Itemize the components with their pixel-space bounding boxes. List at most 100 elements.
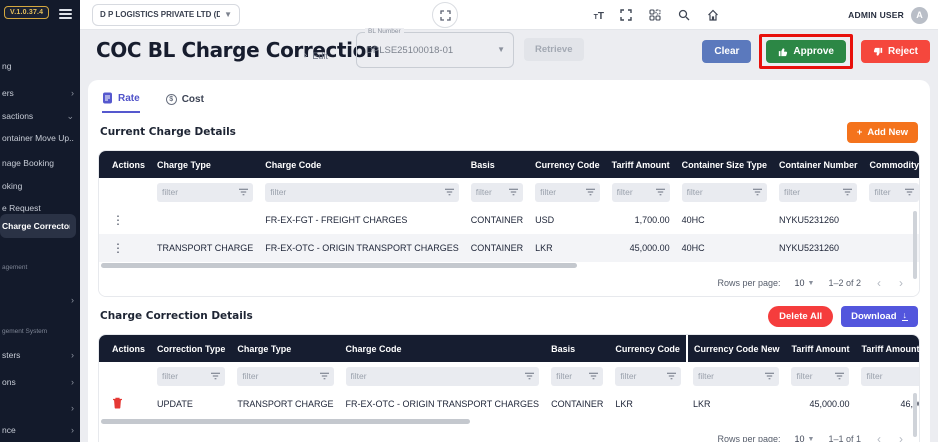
horizontal-scrollbar[interactable] xyxy=(99,262,919,270)
filter-charge-code[interactable] xyxy=(345,366,540,386)
filter-charge-type[interactable] xyxy=(237,366,334,386)
user-area[interactable]: ADMIN USER A xyxy=(848,0,928,30)
filter-input[interactable] xyxy=(350,371,483,381)
download-button[interactable]: Download ↓ xyxy=(841,305,918,327)
retrieve-button[interactable]: Retrieve xyxy=(524,38,584,61)
version-badge: V.1.0.37.4 xyxy=(4,6,50,19)
sidebar-item-container-move-up[interactable]: ontainer Move Up... xyxy=(2,133,74,143)
sidebar-item-masters[interactable]: sters › xyxy=(2,350,74,360)
filter-commodity[interactable] xyxy=(869,182,919,202)
next-page-icon[interactable]: › xyxy=(899,432,903,442)
filter-charge-code[interactable] xyxy=(265,182,459,202)
scrollbar-thumb[interactable] xyxy=(101,419,470,424)
sidebar: V.1.0.37.4 ng ers › sactions ⌄ ontainer Mo… xyxy=(0,0,80,442)
expand-icon[interactable] xyxy=(619,8,633,22)
row-menu-icon[interactable]: ⋮ xyxy=(112,213,124,227)
filter-container-number[interactable] xyxy=(778,182,858,202)
prev-page-icon[interactable]: ‹ xyxy=(877,276,881,290)
filter-input[interactable] xyxy=(475,187,507,197)
filter-input[interactable] xyxy=(620,371,661,381)
fullscreen-icon xyxy=(439,9,451,21)
chevron-down-icon: ▼ xyxy=(224,10,232,19)
filter-charge-type[interactable] xyxy=(157,182,254,202)
thumbs-up-icon xyxy=(779,47,788,56)
approve-button[interactable]: Approve xyxy=(766,40,846,63)
filter-input[interactable] xyxy=(616,187,652,197)
filter-input[interactable] xyxy=(796,371,832,381)
filter-funnel-icon xyxy=(239,188,249,196)
correction-table-panel: Actions Correction Type Charge Type Char… xyxy=(98,334,920,442)
rows-per-page-select[interactable]: 10 ▼ xyxy=(794,434,815,442)
table-row[interactable]: ⋮ TRANSPORT CHARGE FR-EX-OTC - ORIGIN TR… xyxy=(99,234,919,262)
breadcrumb-edit[interactable]: Edit xyxy=(312,50,328,61)
filter-currency-new[interactable] xyxy=(692,366,780,386)
apps-grid-icon[interactable] xyxy=(648,8,662,22)
filter-basis[interactable] xyxy=(470,182,524,202)
delete-row-button[interactable] xyxy=(112,397,123,409)
sidebar-item-booking[interactable]: oking xyxy=(2,181,23,191)
table-row[interactable]: UPDATE TRANSPORT CHARGE FR-EX-OTC - ORIG… xyxy=(99,390,919,418)
filter-input[interactable] xyxy=(686,187,741,197)
sidebar-item-manage-booking[interactable]: nage Booking xyxy=(2,158,54,168)
company-select[interactable]: D P LOGISTICS PRIVATE LTD (DPL... ▼ xyxy=(92,3,240,26)
next-page-icon[interactable]: › xyxy=(899,276,903,290)
main-card: Rate $ Cost Current Charge Details + Add… xyxy=(88,80,930,442)
filter-currency[interactable] xyxy=(615,366,681,386)
chevron-right-icon: › xyxy=(71,350,74,360)
rows-per-page-select[interactable]: 10 ▼ xyxy=(794,278,815,288)
filter-tariff-new[interactable] xyxy=(861,366,919,386)
delete-all-button[interactable]: Delete All xyxy=(768,305,834,327)
horizontal-scrollbar[interactable] xyxy=(99,418,919,426)
sidebar-item-12[interactable]: ons › xyxy=(2,377,74,387)
sidebar-item-transactions[interactable]: sactions ⌄ xyxy=(2,110,74,122)
filter-input[interactable] xyxy=(874,187,903,197)
sidebar-item-charge-corrector[interactable]: Charge Corrector xyxy=(0,214,76,238)
filter-input[interactable] xyxy=(556,371,587,381)
vertical-scrollbar[interactable] xyxy=(913,211,917,279)
filter-input[interactable] xyxy=(162,187,225,197)
filter-currency[interactable] xyxy=(535,182,600,202)
table-row[interactable]: ⋮ FR-EX-FGT - FREIGHT CHARGES CONTAINER … xyxy=(112,213,840,227)
filter-input[interactable] xyxy=(270,187,403,197)
reject-button[interactable]: Reject xyxy=(860,40,930,63)
filter-tariff[interactable] xyxy=(611,182,670,202)
tab-cost[interactable]: $ Cost xyxy=(165,92,204,113)
sidebar-item-finance[interactable]: nce › xyxy=(2,425,74,435)
home-icon[interactable] xyxy=(706,8,720,22)
annotation-highlight-box: Approve xyxy=(759,34,853,69)
sidebar-item-1[interactable]: ers › xyxy=(2,88,74,98)
filter-size-type[interactable] xyxy=(681,182,767,202)
vertical-scrollbar[interactable] xyxy=(913,393,917,437)
text-size-icon[interactable]: TT xyxy=(593,11,604,22)
scrollbar-thumb[interactable] xyxy=(101,263,577,268)
filter-input[interactable] xyxy=(697,371,754,381)
fullscreen-toggle-button[interactable] xyxy=(432,2,458,28)
filter-tariff[interactable] xyxy=(791,366,850,386)
filter-row xyxy=(99,178,919,206)
filter-basis[interactable] xyxy=(551,366,604,386)
filter-input[interactable] xyxy=(242,371,305,381)
tab-rate[interactable]: Rate xyxy=(102,92,140,113)
add-new-button[interactable]: + Add New xyxy=(846,121,918,143)
sidebar-item-9[interactable]: › xyxy=(0,290,80,310)
filter-input[interactable] xyxy=(866,371,917,381)
filter-funnel-icon xyxy=(765,372,775,380)
filter-correction-type[interactable] xyxy=(157,366,226,386)
bl-number-select[interactable]: BL Number DPLSE25100018-01 ▼ xyxy=(356,28,514,68)
avatar[interactable]: A xyxy=(911,6,928,24)
sidebar-item-13[interactable]: › xyxy=(0,398,80,418)
filter-funnel-icon xyxy=(525,372,535,380)
clear-button[interactable]: Clear xyxy=(702,40,752,63)
sidebar-item-request[interactable]: e Request xyxy=(2,203,41,213)
filter-input[interactable] xyxy=(783,187,834,197)
download-icon: ↓ xyxy=(901,310,908,321)
prev-page-icon[interactable]: ‹ xyxy=(877,432,881,442)
sidebar-item-0[interactable]: ng xyxy=(2,61,12,71)
menu-toggle-icon[interactable] xyxy=(59,9,72,20)
filter-input[interactable] xyxy=(162,371,205,381)
filter-input[interactable] xyxy=(540,187,580,197)
filter-funnel-icon xyxy=(211,372,221,380)
search-icon[interactable] xyxy=(677,8,691,22)
row-menu-icon[interactable]: ⋮ xyxy=(112,241,124,255)
page-range: 1–1 of 1 xyxy=(828,434,861,442)
